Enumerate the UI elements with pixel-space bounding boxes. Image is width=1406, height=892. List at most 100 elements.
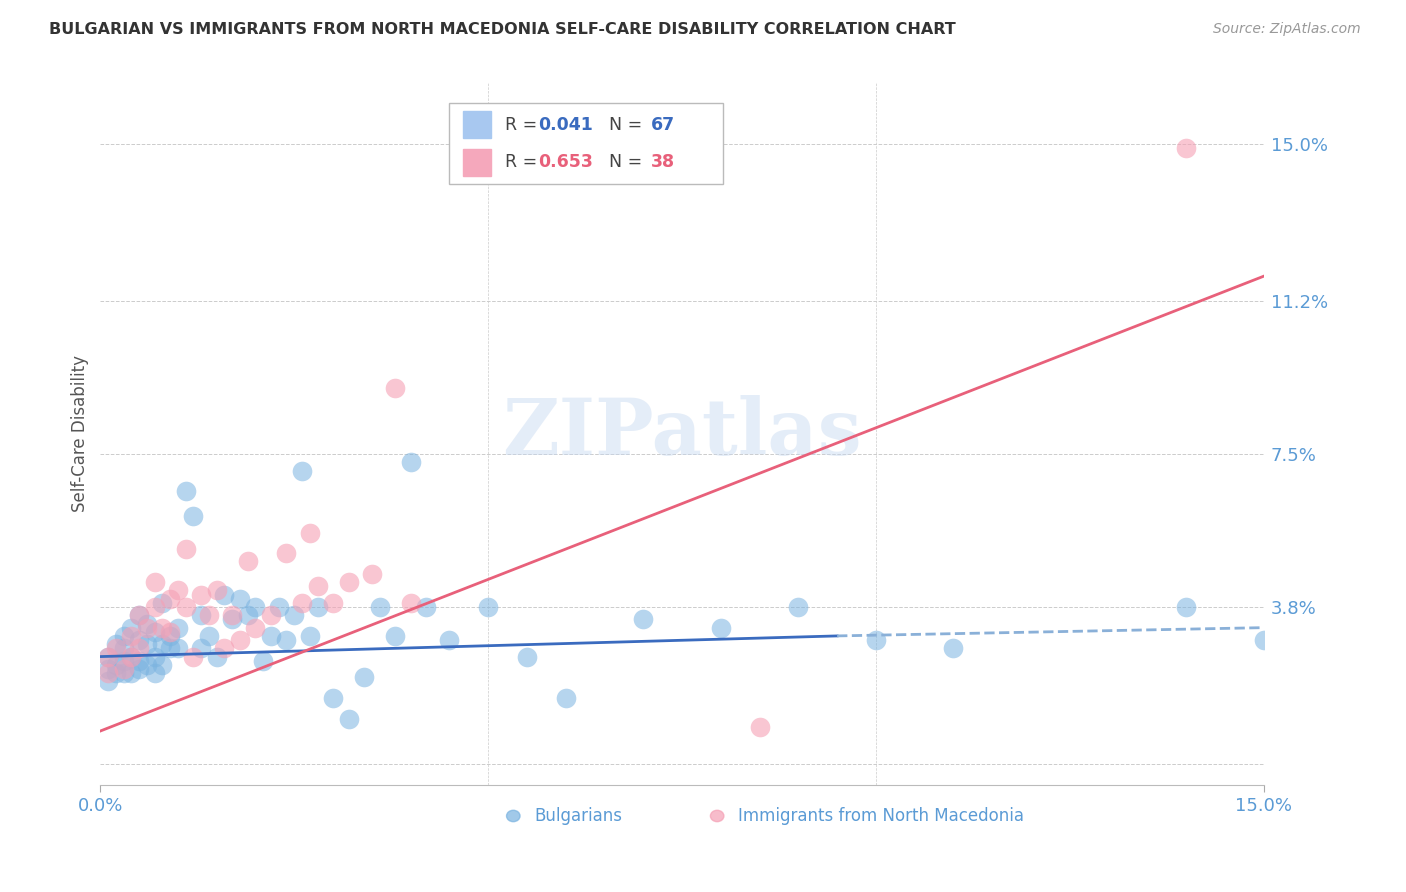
Text: N =: N = — [598, 153, 648, 171]
Point — [322, 690, 344, 705]
FancyBboxPatch shape — [464, 149, 491, 176]
Point — [298, 629, 321, 643]
Point — [112, 666, 135, 681]
Point — [97, 649, 120, 664]
Point — [112, 654, 135, 668]
Point — [221, 612, 243, 626]
Point — [236, 608, 259, 623]
Point — [112, 629, 135, 643]
Point — [283, 608, 305, 623]
Point — [112, 662, 135, 676]
Point — [198, 629, 221, 643]
Point — [143, 624, 166, 639]
Point — [865, 633, 887, 648]
Point — [221, 608, 243, 623]
Text: ZIPatlas: ZIPatlas — [502, 395, 862, 471]
Point — [353, 670, 375, 684]
Point — [291, 596, 314, 610]
Y-axis label: Self-Care Disability: Self-Care Disability — [72, 355, 89, 512]
Point — [159, 629, 181, 643]
Point — [190, 608, 212, 623]
Point — [120, 621, 142, 635]
Point — [415, 599, 437, 614]
Point — [260, 629, 283, 643]
Point — [399, 596, 422, 610]
Point — [214, 641, 236, 656]
Point — [167, 621, 190, 635]
Point — [174, 599, 197, 614]
Point — [384, 381, 406, 395]
Point — [104, 666, 127, 681]
Point — [135, 657, 157, 672]
Point — [1175, 141, 1198, 155]
Text: Immigrants from North Macedonia: Immigrants from North Macedonia — [738, 807, 1024, 825]
Point — [143, 575, 166, 590]
Point — [128, 641, 150, 656]
Point — [128, 608, 150, 623]
Point — [307, 599, 329, 614]
Point — [120, 666, 142, 681]
Point — [120, 649, 142, 664]
Point — [152, 621, 174, 635]
Point — [1253, 633, 1275, 648]
Point — [205, 649, 228, 664]
Point — [97, 649, 120, 664]
Text: 67: 67 — [651, 116, 675, 134]
Point — [710, 621, 733, 635]
Point — [439, 633, 461, 648]
Text: BULGARIAN VS IMMIGRANTS FROM NORTH MACEDONIA SELF-CARE DISABILITY CORRELATION CH: BULGARIAN VS IMMIGRANTS FROM NORTH MACED… — [49, 22, 956, 37]
Point — [276, 546, 298, 560]
Text: Bulgarians: Bulgarians — [534, 807, 623, 825]
Point — [267, 599, 290, 614]
Point — [748, 720, 770, 734]
Point — [337, 712, 360, 726]
Point — [245, 621, 267, 635]
Point — [384, 629, 406, 643]
Point — [159, 591, 181, 606]
Point — [787, 599, 810, 614]
Point — [120, 649, 142, 664]
Point — [135, 616, 157, 631]
Point — [516, 649, 538, 664]
Text: N =: N = — [598, 116, 648, 134]
Point — [190, 588, 212, 602]
Point — [167, 583, 190, 598]
Point — [631, 612, 654, 626]
Point — [152, 657, 174, 672]
Point — [307, 579, 329, 593]
Point — [236, 554, 259, 568]
Point — [104, 641, 127, 656]
Text: Source: ZipAtlas.com: Source: ZipAtlas.com — [1213, 22, 1361, 37]
Point — [159, 624, 181, 639]
Point — [143, 649, 166, 664]
Point — [128, 608, 150, 623]
Point — [143, 666, 166, 681]
Point — [174, 542, 197, 557]
FancyBboxPatch shape — [450, 103, 723, 184]
Point — [143, 599, 166, 614]
Point — [128, 662, 150, 676]
Point — [260, 608, 283, 623]
Point — [360, 566, 382, 581]
Text: R =: R = — [505, 116, 543, 134]
Point — [128, 633, 150, 648]
Point — [159, 641, 181, 656]
Point — [152, 596, 174, 610]
Point — [97, 662, 120, 676]
Point — [337, 575, 360, 590]
Point — [128, 654, 150, 668]
Point — [112, 641, 135, 656]
Point — [245, 599, 267, 614]
Point — [322, 596, 344, 610]
Point — [229, 591, 252, 606]
Point — [135, 621, 157, 635]
Point — [477, 599, 499, 614]
Text: R =: R = — [505, 153, 543, 171]
Point — [152, 637, 174, 651]
Point — [1175, 599, 1198, 614]
Text: 0.041: 0.041 — [537, 116, 593, 134]
Point — [368, 599, 391, 614]
Point — [942, 641, 965, 656]
Point — [298, 525, 321, 540]
Point — [183, 649, 205, 664]
